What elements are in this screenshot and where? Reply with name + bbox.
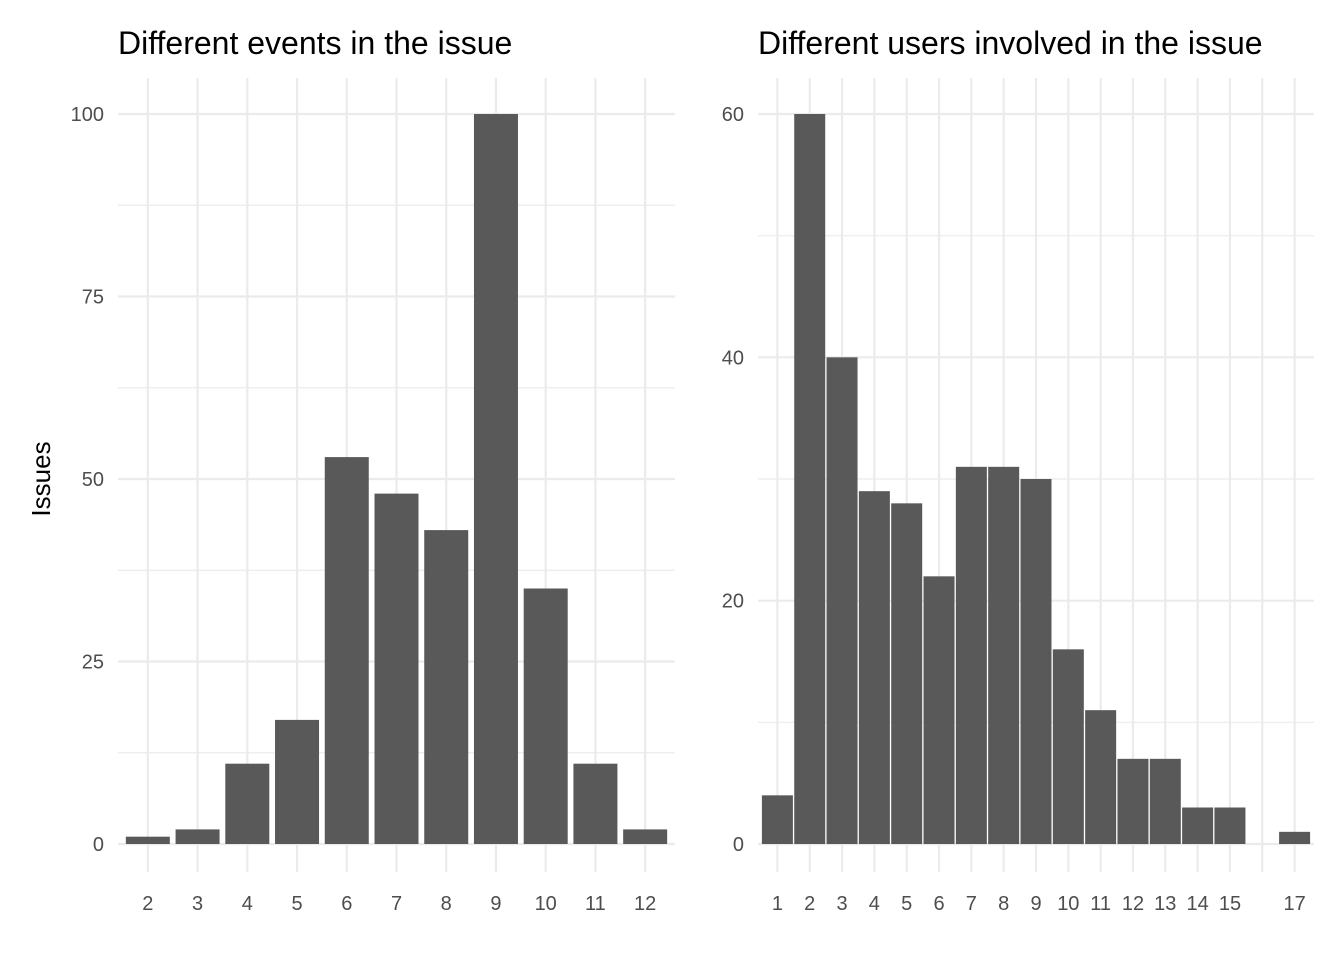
y-tick-label: 50: [82, 469, 104, 491]
bar-users-12: [1117, 758, 1149, 844]
bar-users-17: [1279, 831, 1311, 844]
y-ticks-events: 0 25 50 75 100: [71, 104, 104, 856]
x-tick-label: 17: [1283, 893, 1305, 915]
bar-events-12: [623, 829, 668, 844]
x-tick-label: 4: [869, 893, 880, 915]
x-tick-label: 3: [836, 893, 847, 915]
x-tick-label: 1: [772, 893, 783, 915]
x-tick-label: 7: [391, 893, 402, 915]
y-tick-label: 0: [93, 834, 104, 856]
bar-events-4: [225, 763, 270, 844]
x-tick-label: 4: [242, 893, 253, 915]
bar-events-8: [424, 530, 469, 844]
y-ticks-users: 0 20 40 60: [722, 104, 744, 856]
x-tick-label: 11: [585, 893, 606, 915]
bar-events-9: [473, 114, 518, 844]
x-tick-label: 2: [142, 893, 153, 915]
bar-events-6: [324, 457, 369, 844]
bar-users-11: [1085, 710, 1117, 844]
x-tick-label: 2: [804, 893, 815, 915]
x-tick-label: 10: [1057, 893, 1079, 915]
x-tick-label: 9: [1030, 893, 1041, 915]
y-tick-label: 25: [82, 652, 104, 674]
chart-title-users: Different users involved in the issue: [758, 25, 1263, 61]
bar-users-3: [826, 357, 858, 844]
x-tick-label: 11: [1090, 893, 1111, 915]
y-axis-label: Issues: [26, 441, 56, 516]
bar-events-3: [175, 829, 220, 844]
panel-events: Different events in the issue 0255075100…: [71, 25, 675, 915]
y-tick-label: 75: [82, 287, 104, 309]
bar-users-1: [761, 795, 793, 844]
bar-users-8: [988, 466, 1020, 844]
bar-users-14: [1182, 807, 1214, 844]
bar-events-11: [573, 763, 618, 844]
x-tick-label: 8: [998, 893, 1009, 915]
panel-users: Different users involved in the issue 0 2…: [722, 25, 1314, 915]
x-ticks-users: 1 2 3 4 5 6 7 8 9 10 11 12 13 14 15 17: [772, 893, 1306, 915]
bar-users-9: [1020, 479, 1052, 844]
bar-users-15: [1214, 807, 1246, 844]
bars-users: [761, 114, 1311, 844]
y-tick-label: 40: [722, 347, 744, 369]
x-tick-label: 10: [535, 893, 557, 915]
bar-users-10: [1052, 649, 1084, 844]
x-tick-label: 14: [1187, 893, 1209, 915]
bar-users-5: [891, 503, 923, 844]
x-tick-label: 7: [966, 893, 977, 915]
y-tick-label: 100: [71, 104, 104, 126]
x-tick-label: 6: [933, 893, 944, 915]
x-tick-label: 12: [634, 893, 656, 915]
bars-events: [125, 114, 668, 844]
bar-users-4: [858, 491, 890, 844]
x-tick-label: 6: [341, 893, 352, 915]
y-tick-label: 20: [722, 591, 744, 613]
x-tick-label: 5: [901, 893, 912, 915]
bar-users-2: [794, 114, 826, 844]
x-tick-label: 15: [1219, 893, 1241, 915]
x-ticks-events: 2 3 4 5 6 7 8 9 10 11 12: [142, 893, 656, 915]
x-tick-label: 8: [441, 893, 452, 915]
y-tick-label: 0: [733, 834, 744, 856]
x-tick-label: 3: [192, 893, 203, 915]
bar-events-7: [374, 493, 419, 844]
y-tick-label: 60: [722, 104, 744, 126]
bar-users-6: [923, 576, 955, 844]
x-tick-label: 9: [490, 893, 501, 915]
x-tick-label: 12: [1122, 893, 1144, 915]
bar-events-5: [275, 719, 320, 844]
x-tick-label: 13: [1154, 893, 1176, 915]
chart-title-events: Different events in the issue: [118, 25, 512, 61]
bar-users-7: [955, 466, 987, 844]
bar-events-2: [125, 836, 170, 844]
bar-events-10: [523, 588, 568, 844]
bar-users-13: [1149, 758, 1181, 844]
x-tick-label: 5: [291, 893, 302, 915]
